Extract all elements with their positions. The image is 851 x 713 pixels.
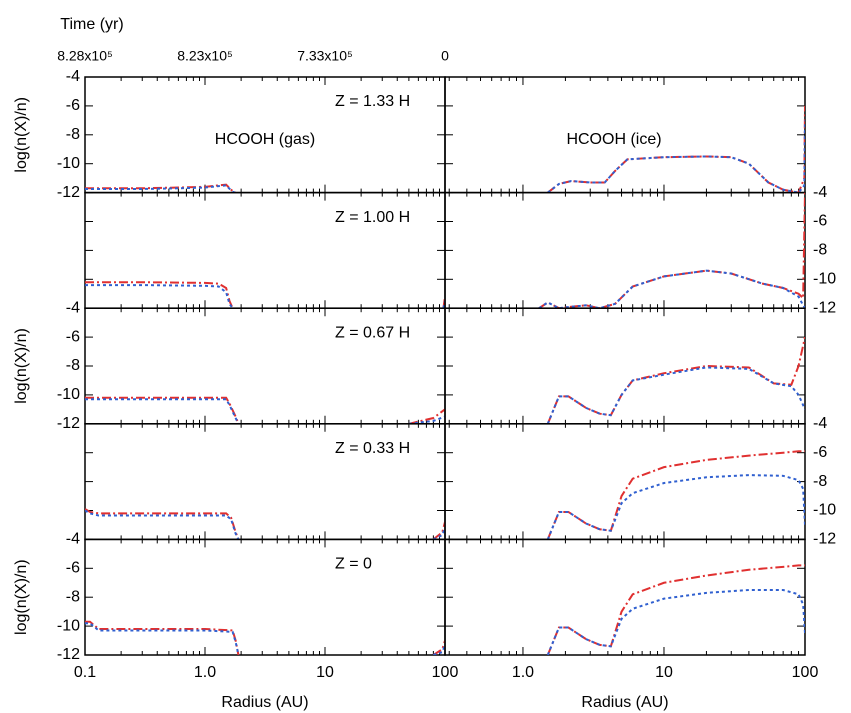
x-tick-label: 1.0 (512, 664, 534, 681)
series-line (85, 398, 445, 424)
panel-frame (444, 307, 806, 425)
series-line (546, 450, 805, 540)
x-tick-label: 100 (792, 664, 819, 681)
y-tick-label: -8 (813, 473, 827, 490)
panel-annotation: Z = 0 (335, 556, 372, 573)
y-tick-label: -8 (66, 126, 80, 143)
panel-frame (444, 423, 806, 541)
y-tick-label: -8 (813, 242, 827, 259)
y-tick-label: -10 (813, 502, 836, 519)
top-tick-label: 0 (441, 48, 449, 64)
top-tick-label: 8.23x10⁵ (177, 48, 233, 64)
y-tick-label: -6 (66, 328, 80, 345)
y-tick-label: -6 (66, 560, 80, 577)
series-line (538, 269, 805, 309)
y-tick-label: -10 (813, 271, 836, 288)
y-tick-label: -12 (57, 646, 80, 663)
y-tick-label: -8 (66, 357, 80, 374)
x-tick-label: 0.1 (74, 664, 96, 681)
series-line (85, 622, 445, 656)
series-line (546, 588, 805, 656)
series-line (85, 508, 445, 540)
x-axis-label: Radius (AU) (221, 694, 308, 711)
y-tick-label: -6 (813, 444, 827, 461)
panel-title: HCOOH (ice) (566, 131, 661, 148)
series-line (538, 192, 805, 309)
series-line (85, 281, 445, 309)
series-line (547, 120, 805, 193)
series-line (85, 184, 236, 193)
top-tick-label: 8.28x10⁵ (57, 48, 113, 64)
y-tick-label: -4 (66, 299, 80, 316)
series-line (547, 105, 805, 193)
y-tick-label: -4 (813, 184, 827, 201)
panel-annotation: Z = 1.00 H (335, 209, 410, 226)
x-axis-label: Radius (AU) (581, 694, 668, 711)
y-tick-label: -12 (57, 184, 80, 201)
series-line (85, 284, 445, 309)
y-axis-label: log(n(X)/n) (13, 559, 30, 635)
y-tick-label: -10 (57, 617, 80, 634)
x-tick-label: 1.0 (194, 664, 216, 681)
series-line (85, 396, 445, 424)
y-tick-label: -10 (57, 155, 80, 172)
y-axis-label: log(n(X)/n) (13, 97, 30, 173)
y-tick-label: -4 (66, 531, 80, 548)
y-tick-label: -6 (66, 97, 80, 114)
y-tick-label: -12 (813, 531, 836, 548)
y-axis-label: log(n(X)/n) (13, 328, 30, 404)
panel-annotation: Z = 0.33 H (335, 440, 410, 457)
panel-frame (444, 191, 806, 309)
series-line (85, 620, 445, 656)
top-axis-label: Time (yr) (60, 16, 123, 33)
y-tick-label: -10 (57, 386, 80, 403)
y-tick-label: -6 (813, 213, 827, 230)
series-line (546, 336, 805, 424)
y-tick-label: -4 (813, 415, 827, 432)
top-tick-label: 7.33x10⁵ (297, 48, 353, 64)
series-line (546, 366, 805, 424)
series-line (546, 564, 805, 656)
panel-title: HCOOH (gas) (215, 131, 315, 148)
x-tick-label: 10 (316, 664, 334, 681)
x-tick-label: 100 (432, 664, 459, 681)
panel-annotation: Z = 0.67 H (335, 324, 410, 341)
y-tick-label: -4 (66, 68, 80, 85)
y-tick-label: -12 (813, 299, 836, 316)
panel-annotation: Z = 1.33 H (335, 93, 410, 110)
y-tick-label: -12 (57, 415, 80, 432)
panel-frame (84, 538, 446, 656)
y-tick-label: -8 (66, 588, 80, 605)
series-line (546, 474, 805, 540)
series-line (85, 509, 445, 540)
x-tick-label: 10 (655, 664, 673, 681)
panel-frame (444, 538, 806, 656)
